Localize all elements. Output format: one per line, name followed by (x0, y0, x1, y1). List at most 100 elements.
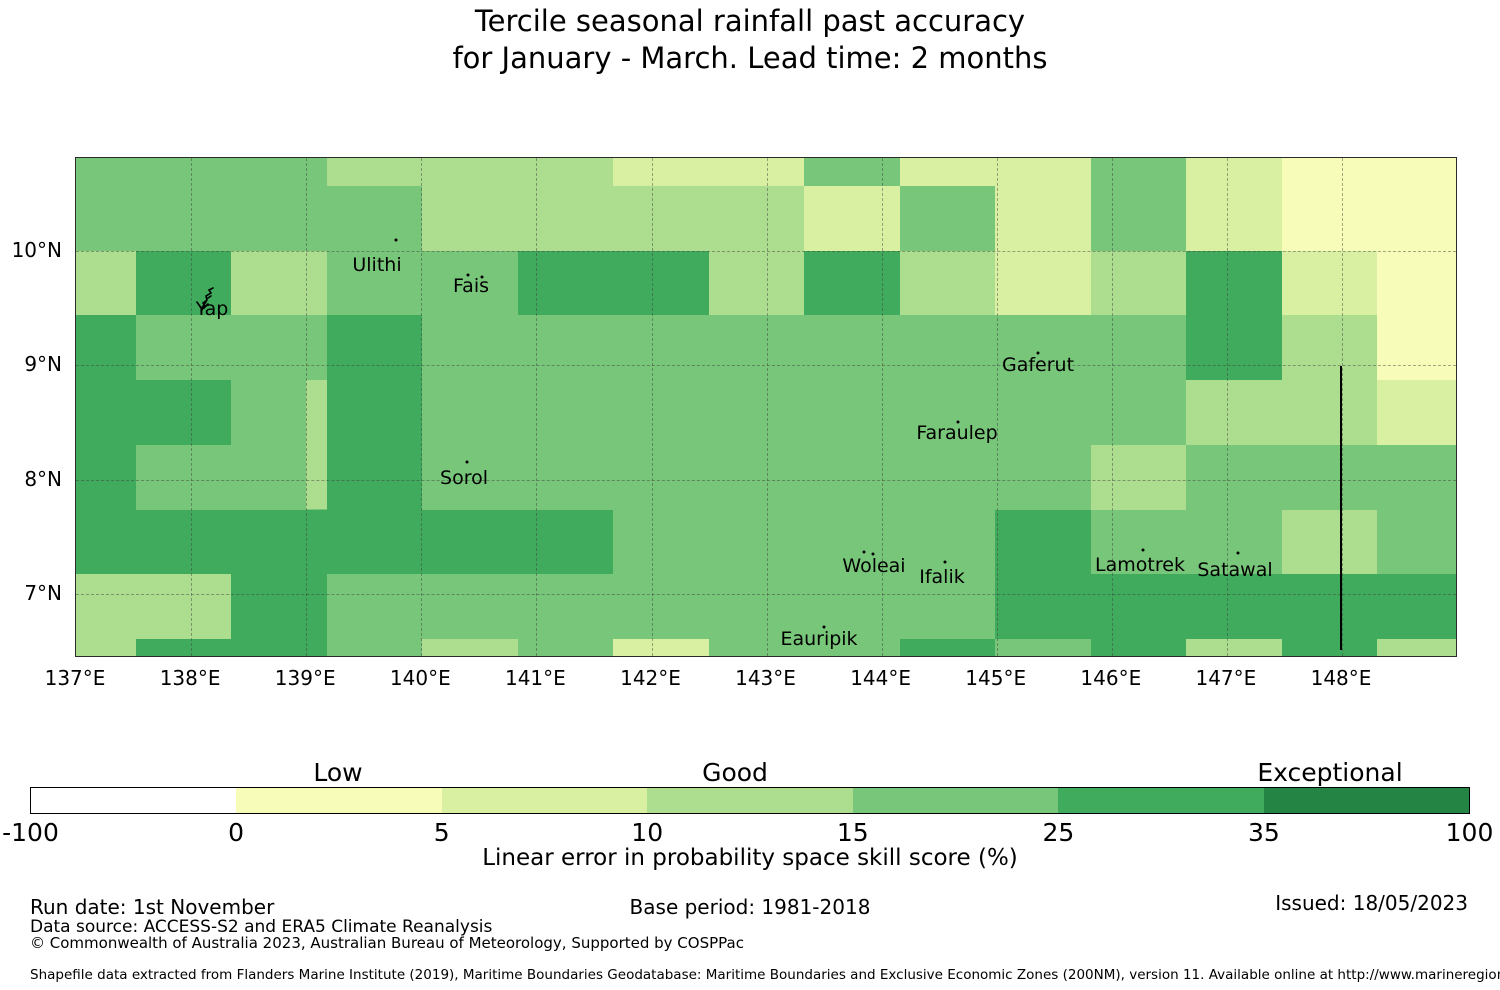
map-cell (326, 380, 422, 445)
island-marker-dot (394, 238, 398, 242)
colorbar-axis-label: Linear error in probability space skill … (482, 845, 1018, 871)
map-cell (1377, 315, 1456, 381)
map-cell (899, 158, 995, 186)
map-cell (422, 158, 518, 186)
map-cell (1090, 186, 1186, 251)
map-cell (422, 315, 518, 381)
island-label-ifalik: Ifalik (919, 566, 965, 588)
island-label-eauripik: Eauripik (780, 628, 858, 650)
y-tick-label: 7°N (24, 581, 62, 605)
island-marker-dot (466, 273, 470, 277)
map-cell (231, 509, 327, 575)
map-cell (326, 315, 422, 381)
map-cell (422, 639, 518, 656)
map-cell (76, 158, 136, 186)
map-cell (422, 250, 518, 316)
map-cell (135, 380, 231, 445)
map-cell (231, 574, 327, 639)
map-cell (1090, 509, 1186, 575)
chart-title-line1: Tercile seasonal rainfall past accuracy (474, 4, 1026, 38)
island-marker-dot (862, 550, 866, 554)
map-cell (422, 444, 518, 510)
x-tick-label: 142°E (620, 666, 681, 690)
map-cell (613, 186, 709, 251)
island-label-faraulep: Faraulep (916, 422, 998, 444)
island-marker-dot (822, 625, 826, 629)
map-cell (1281, 444, 1377, 510)
island-marker-dot (465, 460, 469, 464)
map-cell (135, 315, 231, 381)
island-label-lamotrek: Lamotrek (1095, 554, 1185, 576)
map-cell (517, 186, 613, 251)
map-cell (804, 158, 900, 186)
map-gridline (1226, 158, 1228, 656)
x-tick-label: 144°E (850, 666, 911, 690)
island-marker-dot (480, 275, 484, 279)
map-cell (517, 639, 613, 656)
colorbar-zone-label: Exceptional (1257, 758, 1403, 787)
map-cell (613, 444, 709, 510)
map-gridline (766, 158, 768, 656)
map-cell (326, 574, 422, 639)
map-cell (135, 186, 231, 251)
map-cell (326, 158, 422, 186)
map-cell (1281, 315, 1377, 381)
map-cell (231, 639, 327, 656)
island-label-ulithi: Ulithi (352, 254, 402, 276)
map-cell (326, 639, 422, 656)
map-cell (231, 186, 327, 251)
map-cell (231, 158, 327, 186)
map-cell (422, 574, 518, 639)
map-cell (613, 639, 709, 656)
eez-line (1340, 366, 1342, 650)
map-cell (1281, 186, 1377, 251)
copyright-text: © Commonwealth of Australia 2023, Austra… (30, 934, 744, 952)
map-cell (899, 639, 995, 656)
map-cell (708, 639, 804, 656)
map-cell (1186, 380, 1282, 445)
colorbar-segment (852, 788, 1059, 813)
map-cell (76, 186, 136, 251)
island-label-fais: Fais (452, 275, 490, 297)
island-marker-dot (1141, 548, 1145, 552)
map-cell (1090, 639, 1186, 656)
colorbar-tick-label: 25 (1042, 818, 1075, 847)
x-tick-label: 140°E (389, 666, 451, 690)
map-plot-area: Yap Ulithi Fais Sorol Gaferut Faraulep Woleai I… (75, 157, 1457, 657)
map-cell (76, 250, 136, 316)
map-cell (135, 158, 231, 186)
issued-date-text: Issued: 18/05/2023 (1275, 891, 1468, 915)
map-cell (1377, 444, 1456, 510)
map-cell (708, 444, 804, 510)
colorbar-segment (647, 788, 853, 813)
colorbar-segment (1058, 788, 1264, 813)
map-cell (1090, 250, 1186, 316)
map-cell (1186, 574, 1282, 639)
map-cell (1281, 380, 1377, 445)
map-gridline (306, 158, 308, 656)
map-cell (76, 444, 136, 510)
colorbar-tick-label: 35 (1248, 818, 1280, 847)
island-label-woleai: Woleai (842, 555, 906, 577)
map-cell (1090, 444, 1186, 510)
base-period-text: Base period: 1981-2018 (629, 895, 871, 919)
map-cell (422, 186, 518, 251)
colorbar-tick-label: 0 (228, 818, 245, 847)
chart-title-line2: for January - March. Lead time: 2 months (452, 41, 1048, 75)
map-cell (422, 380, 518, 445)
map-gridline (76, 480, 1456, 481)
map-cell (1090, 380, 1186, 445)
map-cell (995, 574, 1091, 639)
map-cell (76, 639, 136, 656)
map-cell (804, 250, 900, 316)
x-tick-label: 147°E (1195, 666, 1257, 690)
map-cell (326, 186, 422, 251)
map-cell (76, 380, 136, 445)
map-cell (135, 639, 231, 656)
x-tick-label: 139°E (274, 666, 336, 690)
map-cell (76, 509, 136, 575)
map-cell (517, 509, 613, 575)
map-cell (1186, 509, 1282, 575)
map-cell (899, 250, 995, 316)
map-cell (1377, 250, 1456, 316)
